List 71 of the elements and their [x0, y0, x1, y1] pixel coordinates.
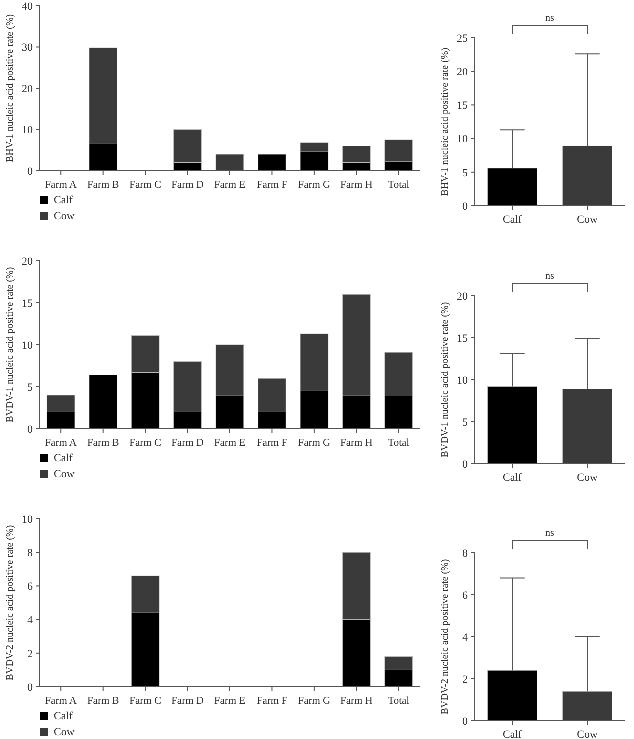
y-tick-label: 4 — [28, 614, 34, 627]
x-tick-label: Farm B — [87, 180, 120, 191]
y-tick-label: 8 — [462, 548, 468, 560]
x-tick-label: Farm E — [214, 696, 246, 707]
y-tick-label: 10 — [22, 340, 34, 352]
x-tick-label: Farm G — [298, 438, 332, 449]
x-tick-label: Total — [388, 696, 410, 707]
x-tick-label: Farm G — [298, 696, 332, 707]
y-tick-label: 40 — [22, 0, 34, 13]
y-axis-title: BVDV-2 nucleic acid positive rate (%) — [440, 559, 451, 715]
text: ns — [546, 528, 555, 539]
legend-label: Calf — [54, 194, 74, 207]
x-tick-label: Farm E — [214, 180, 246, 191]
x-tick-label: Farm H — [340, 438, 374, 449]
y-tick-label: 20 — [457, 66, 468, 78]
y-tick-label: 6 — [28, 581, 34, 594]
x-tick-label: Farm B — [87, 696, 120, 707]
legend-label: Calf — [54, 452, 74, 465]
y-tick-label: 15 — [457, 100, 468, 112]
y-axis-title: BHV-1 nucleic acid positive rate (%) — [5, 14, 16, 163]
text: ns — [546, 271, 555, 282]
y-tick-label: 25 — [457, 32, 468, 45]
x-tick-label: Farm H — [340, 180, 374, 191]
y-tick-label: 2 — [462, 674, 468, 686]
y-tick-label: 10 — [22, 124, 34, 137]
y-tick-label: 8 — [28, 547, 34, 560]
y-axis-title: BVDV-2 nucleic acid positive rate (%) — [5, 525, 16, 681]
y-axis-title: BVDV-1 nucleic acid positive rate (%) — [440, 302, 451, 458]
y-tick-label: 0 — [28, 166, 34, 178]
x-tick-label: Farm C — [130, 696, 162, 707]
y-tick-label: 0 — [462, 458, 468, 471]
x-tick-label: Total — [388, 438, 410, 449]
y-tick-label: 15 — [22, 298, 34, 310]
x-tick-label: Farm B — [87, 438, 120, 449]
x-tick-label: Farm D — [172, 438, 204, 449]
x-tick-label: Farm F — [256, 696, 288, 707]
y-tick-label: 10 — [22, 514, 34, 526]
y-tick-label: 20 — [22, 83, 34, 96]
x-tick-label: Farm E — [214, 438, 246, 449]
x-tick-label: Farm A — [45, 696, 78, 707]
text: ns — [546, 13, 555, 24]
x-tick-label: Total — [388, 180, 410, 191]
y-tick-label: 15 — [457, 332, 468, 345]
x-tick-label: Farm F — [256, 438, 288, 449]
y-tick-label: 0 — [28, 424, 34, 436]
y-axis-title: BVDV-1 nucleic acid positive rate (%) — [5, 267, 16, 423]
y-tick-label: 5 — [462, 167, 468, 180]
y-tick-label: 0 — [28, 682, 34, 694]
y-tick-label: 10 — [457, 374, 468, 387]
legend-label: Calf — [54, 710, 74, 723]
y-tick-label: 30 — [22, 42, 34, 54]
y-axis-title: BHV-1 nucleic acid positive rate (%) — [440, 48, 451, 196]
x-tick-label: Farm D — [172, 180, 204, 191]
y-tick-label: 5 — [28, 382, 34, 394]
y-tick-label: 4 — [462, 632, 468, 644]
x-tick-label: Farm A — [45, 180, 78, 191]
y-tick-label: 5 — [462, 416, 468, 429]
y-tick-label: 2 — [28, 648, 33, 660]
y-tick-label: 20 — [22, 256, 34, 268]
y-tick-label: 20 — [457, 290, 468, 303]
x-tick-label: Farm C — [130, 180, 162, 191]
y-tick-label: 10 — [457, 134, 468, 146]
x-tick-label: Farm D — [172, 696, 204, 707]
x-tick-label: Farm F — [256, 180, 288, 191]
y-tick-label: 0 — [462, 200, 468, 213]
y-tick-label: 6 — [462, 590, 468, 602]
y-tick-label: 0 — [462, 716, 468, 728]
x-tick-label: Farm A — [45, 438, 78, 449]
x-tick-label: Farm H — [340, 696, 374, 707]
x-tick-label: Farm C — [130, 438, 162, 449]
x-tick-label: Farm G — [298, 180, 332, 191]
